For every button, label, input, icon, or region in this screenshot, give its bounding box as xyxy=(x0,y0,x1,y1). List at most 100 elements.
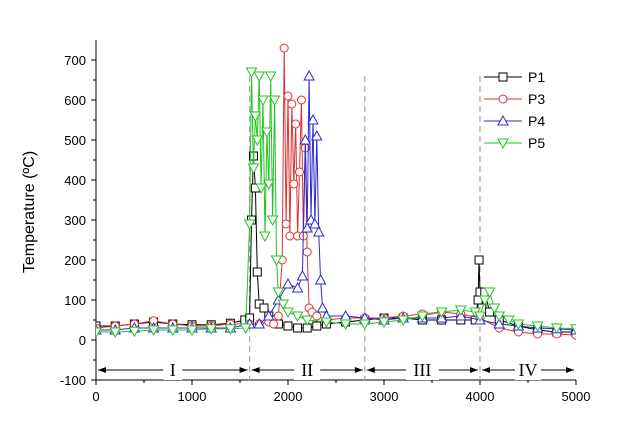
data-point xyxy=(301,315,314,327)
data-point xyxy=(498,94,508,104)
legend-label: P5 xyxy=(528,135,545,151)
region-label: II xyxy=(301,360,313,380)
data-point xyxy=(128,326,141,338)
y-tick-label: 300 xyxy=(64,213,86,228)
data-point xyxy=(266,215,279,227)
region-iv: IV xyxy=(482,360,574,380)
region-ii: II xyxy=(251,360,363,380)
data-point xyxy=(502,315,515,327)
data-point xyxy=(312,321,322,331)
y-tick-label: 200 xyxy=(64,253,86,268)
data-point xyxy=(397,315,410,327)
data-point xyxy=(312,311,322,321)
data-point xyxy=(272,287,285,299)
legend-label: P3 xyxy=(528,91,545,107)
y-tick-label: 0 xyxy=(79,333,86,348)
x-tick-label: 4000 xyxy=(466,389,495,404)
data-point xyxy=(259,303,269,313)
data-point xyxy=(474,255,484,265)
data-point xyxy=(279,43,289,53)
series-line xyxy=(96,71,576,333)
region-label-bg xyxy=(294,360,321,380)
y-tick-label: 600 xyxy=(64,93,86,108)
y-tick-label: 500 xyxy=(64,133,86,148)
data-point xyxy=(249,111,262,123)
region-arrow-head-left xyxy=(482,367,490,373)
data-point xyxy=(270,255,283,267)
data-point xyxy=(257,95,269,107)
data-point xyxy=(259,231,271,243)
y-tick-label: 700 xyxy=(64,53,86,68)
data-point xyxy=(302,247,312,257)
data-point xyxy=(255,183,267,195)
region-arrow-head-left xyxy=(251,367,260,373)
data-point xyxy=(287,99,297,109)
data-point xyxy=(283,321,293,331)
legend-item-p4: P4 xyxy=(484,113,545,129)
region-label-bg xyxy=(515,360,541,380)
data-point xyxy=(186,325,198,337)
data-point xyxy=(268,95,281,107)
data-point xyxy=(478,295,491,307)
data-point xyxy=(205,324,218,335)
data-point xyxy=(247,163,260,175)
data-point xyxy=(109,327,122,339)
series-line xyxy=(96,47,576,336)
data-point xyxy=(289,179,299,189)
region-label: I xyxy=(170,360,176,380)
data-point xyxy=(310,129,323,141)
data-point xyxy=(416,311,429,323)
region-arrow-head-right xyxy=(566,367,574,373)
x-tick-label: 5000 xyxy=(562,389,591,404)
data-point xyxy=(312,225,325,237)
data-point xyxy=(498,72,508,82)
region-label: IV xyxy=(519,360,538,380)
tick-labels: 0 1000 2000 3000 4000 5000 -100 0 100 200 300 400 50… xyxy=(60,53,590,404)
region-arrow-head-left xyxy=(98,367,106,373)
data-point xyxy=(454,305,467,317)
data-point xyxy=(488,303,501,315)
data-point xyxy=(251,135,264,147)
data-point xyxy=(285,231,295,241)
data-point xyxy=(309,217,321,229)
series-p1 xyxy=(96,151,576,337)
data-point xyxy=(299,133,312,145)
data-point xyxy=(147,325,160,337)
legend: P1 P3 P4 P5 xyxy=(484,69,545,151)
series-layer xyxy=(96,43,576,340)
series-line xyxy=(96,155,576,333)
data-point xyxy=(283,91,293,101)
data-point xyxy=(291,281,304,293)
region-arrow-head-right xyxy=(354,367,363,373)
y-tick-label: 100 xyxy=(64,293,86,308)
data-point xyxy=(291,119,301,129)
series-p3 xyxy=(96,43,576,340)
data-point xyxy=(282,277,294,289)
region-label: III xyxy=(413,360,431,380)
data-point xyxy=(296,269,309,281)
region-iii: III xyxy=(366,360,478,380)
data-point xyxy=(295,167,305,177)
y-tick-label: 400 xyxy=(64,173,86,188)
data-point xyxy=(474,311,486,323)
data-point xyxy=(243,219,256,231)
data-point xyxy=(296,95,306,105)
data-point xyxy=(253,71,266,83)
data-point xyxy=(252,267,262,277)
data-point xyxy=(314,273,327,285)
series-p5 xyxy=(96,67,576,339)
x-tick-label: 1000 xyxy=(178,389,207,404)
data-point xyxy=(239,323,252,335)
x-tick-label: 0 xyxy=(92,389,99,404)
data-point xyxy=(262,179,275,191)
data-point xyxy=(282,307,294,319)
data-point xyxy=(497,138,509,150)
data-point xyxy=(281,219,291,229)
region-i: I xyxy=(98,360,248,380)
data-point xyxy=(378,317,390,329)
data-point xyxy=(550,323,563,335)
y-axis-title: Temperature (ºC) xyxy=(21,151,38,273)
data-point xyxy=(224,324,237,335)
region-label-bg xyxy=(405,360,439,380)
legend-item-p3: P3 xyxy=(484,91,545,107)
